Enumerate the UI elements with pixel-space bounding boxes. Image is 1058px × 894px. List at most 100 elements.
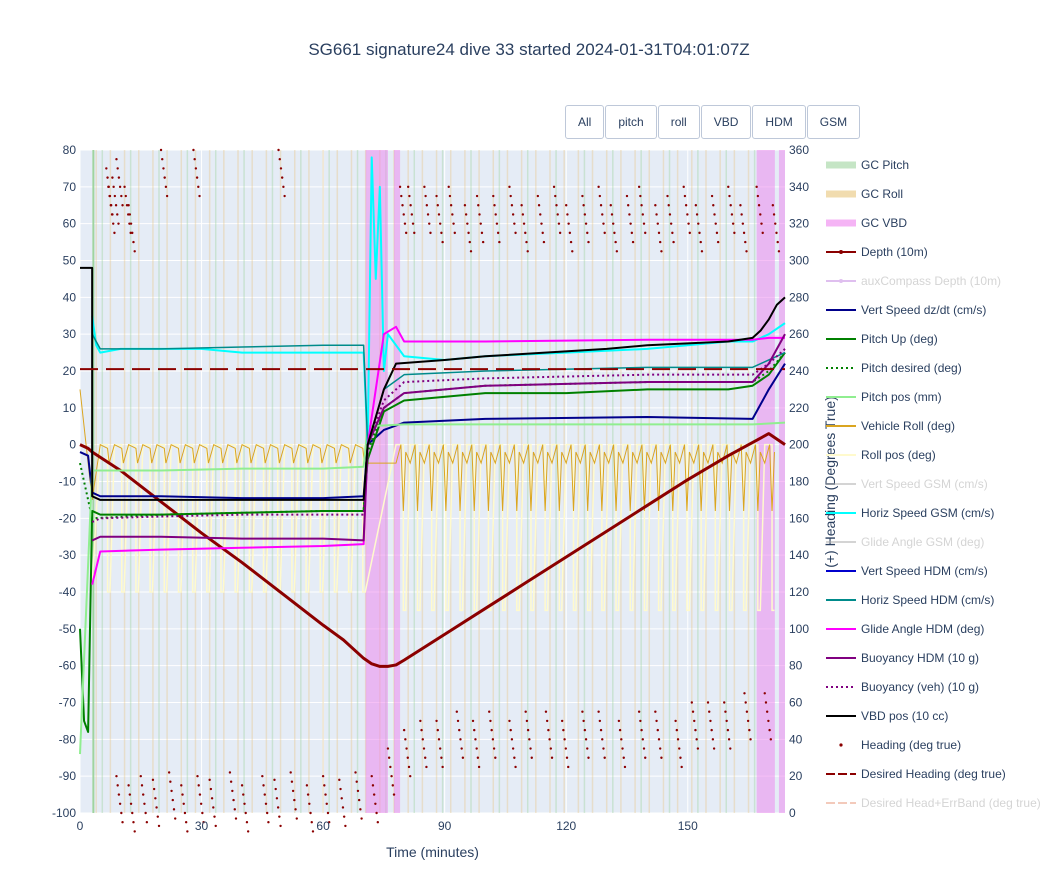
heading-marker [279,824,282,828]
heading-marker [165,194,169,198]
heading-marker [437,738,441,741]
heading-marker [564,747,568,750]
heading-marker [728,194,731,198]
legend-item-19[interactable]: VBD pos (10 cc) [826,709,948,723]
heading-marker [391,784,394,787]
heading-marker [476,756,480,759]
legend-item-8[interactable]: Pitch pos (mm) [826,390,942,404]
legend-item-15[interactable]: Horiz Speed HDM (cm/s) [826,593,994,607]
legend-item-2[interactable]: GC VBD [826,216,907,230]
legend-item-18[interactable]: Buoyancy (veh) (10 g) [826,680,979,694]
heading-marker [428,222,431,225]
y2-tick-label: 360 [789,143,809,157]
legend-item-7[interactable]: Pitch desired (deg) [826,361,962,375]
heading-marker [115,158,118,161]
y2-axis-title: (+) Heading (Degrees True) [822,396,838,568]
mode-button-vbd[interactable]: VBD [700,105,752,139]
legend-item-1[interactable]: GC Roll [826,187,903,201]
heading-marker [403,222,407,225]
heading-marker [386,747,390,750]
heading-marker [192,148,195,152]
heading-marker [698,231,701,235]
y-tick-label: -80 [59,732,77,746]
heading-marker [582,719,585,723]
legend-item-14[interactable]: Vert Speed HDM (cm/s) [826,564,988,578]
mode-button-roll[interactable]: roll [657,105,700,139]
legend-item-21[interactable]: Desired Heading (deg true) [826,767,1006,781]
heading-marker [524,231,527,235]
heading-marker [657,231,661,235]
heading-marker [133,250,136,253]
mode-button-gsm[interactable]: GSM [806,105,861,139]
legend-label: VBD pos (10 cc) [861,709,948,723]
heading-marker [276,806,280,809]
heading-marker [339,787,342,791]
legend-item-13[interactable]: Glide Angle GSM (deg) [826,535,984,549]
mode-button-hdm[interactable]: HDM [752,105,806,139]
legend-item-20[interactable]: Heading (deg true) [839,738,961,752]
heading-marker [712,204,715,207]
heading-marker [641,738,644,741]
heading-marker [759,213,762,216]
legend-item-16[interactable]: Glide Angle HDM (deg) [826,622,984,636]
legend-item-5[interactable]: Vert Speed dz/dt (cm/s) [826,303,986,317]
heading-marker [565,756,569,759]
y2-tick-label: 140 [789,548,809,562]
legend-label: GC VBD [861,216,907,230]
heading-marker [262,784,265,787]
legend-item-9[interactable]: Vehicle Roll (deg) [826,419,955,433]
heading-marker [275,797,279,800]
mode-button-all[interactable]: All [565,105,605,139]
mode-button-pitch[interactable]: pitch [605,105,657,139]
heading-marker [127,204,130,207]
heading-marker [234,817,238,820]
heading-marker [451,213,454,216]
heading-marker [620,738,623,741]
heading-marker [132,821,135,824]
gridlines [79,149,785,814]
heading-marker [610,213,614,216]
heading-marker [671,231,674,235]
y2-tick-label: 240 [789,364,809,378]
heading-marker [151,778,155,782]
y-tick-label: -60 [59,659,77,673]
heading-marker [621,747,624,750]
heading-marker [733,231,736,235]
heading-marker [742,231,746,235]
heading-marker [264,802,268,805]
heading-marker [584,222,588,225]
heading-marker [508,719,511,723]
heading-marker [163,176,166,179]
heading-marker [623,765,627,769]
heading-marker [108,194,111,198]
heading-marker [389,765,392,769]
legend-item-11[interactable]: Vert Speed GSM (cm/s) [826,477,988,491]
heading-marker [198,793,202,796]
legend-item-17[interactable]: Buoyancy HDM (10 g) [826,651,979,665]
heading-marker [622,756,625,759]
x-tick-label: 120 [556,819,576,833]
heading-marker [597,185,600,189]
heading-marker [639,194,642,198]
heading-marker [716,240,720,244]
legend-item-22[interactable]: Desired Head+ErrBand (deg true) [826,796,1041,810]
heading-marker [727,185,730,189]
heading-marker [448,194,452,198]
heading-marker [509,194,512,198]
legend-item-3[interactable]: Depth (10m) [826,245,928,259]
heading-marker [644,756,647,759]
heading-marker [202,821,205,824]
heading-marker [741,222,745,225]
legend-item-0[interactable]: GC Pitch [826,158,909,172]
legend-item-4[interactable]: auxCompass Depth (10m) [826,274,1001,288]
gc-vbd-band [394,150,401,813]
legend-item-10[interactable]: Roll pos (deg) [826,448,936,462]
heading-marker [656,222,659,225]
legend-item-6[interactable]: Pitch Up (deg) [826,332,938,346]
heading-marker [631,240,635,244]
legend-item-12[interactable]: Horiz Speed GSM (cm/s) [826,506,994,520]
heading-marker [413,231,416,235]
heading-marker [746,719,750,723]
heading-marker [201,811,204,815]
